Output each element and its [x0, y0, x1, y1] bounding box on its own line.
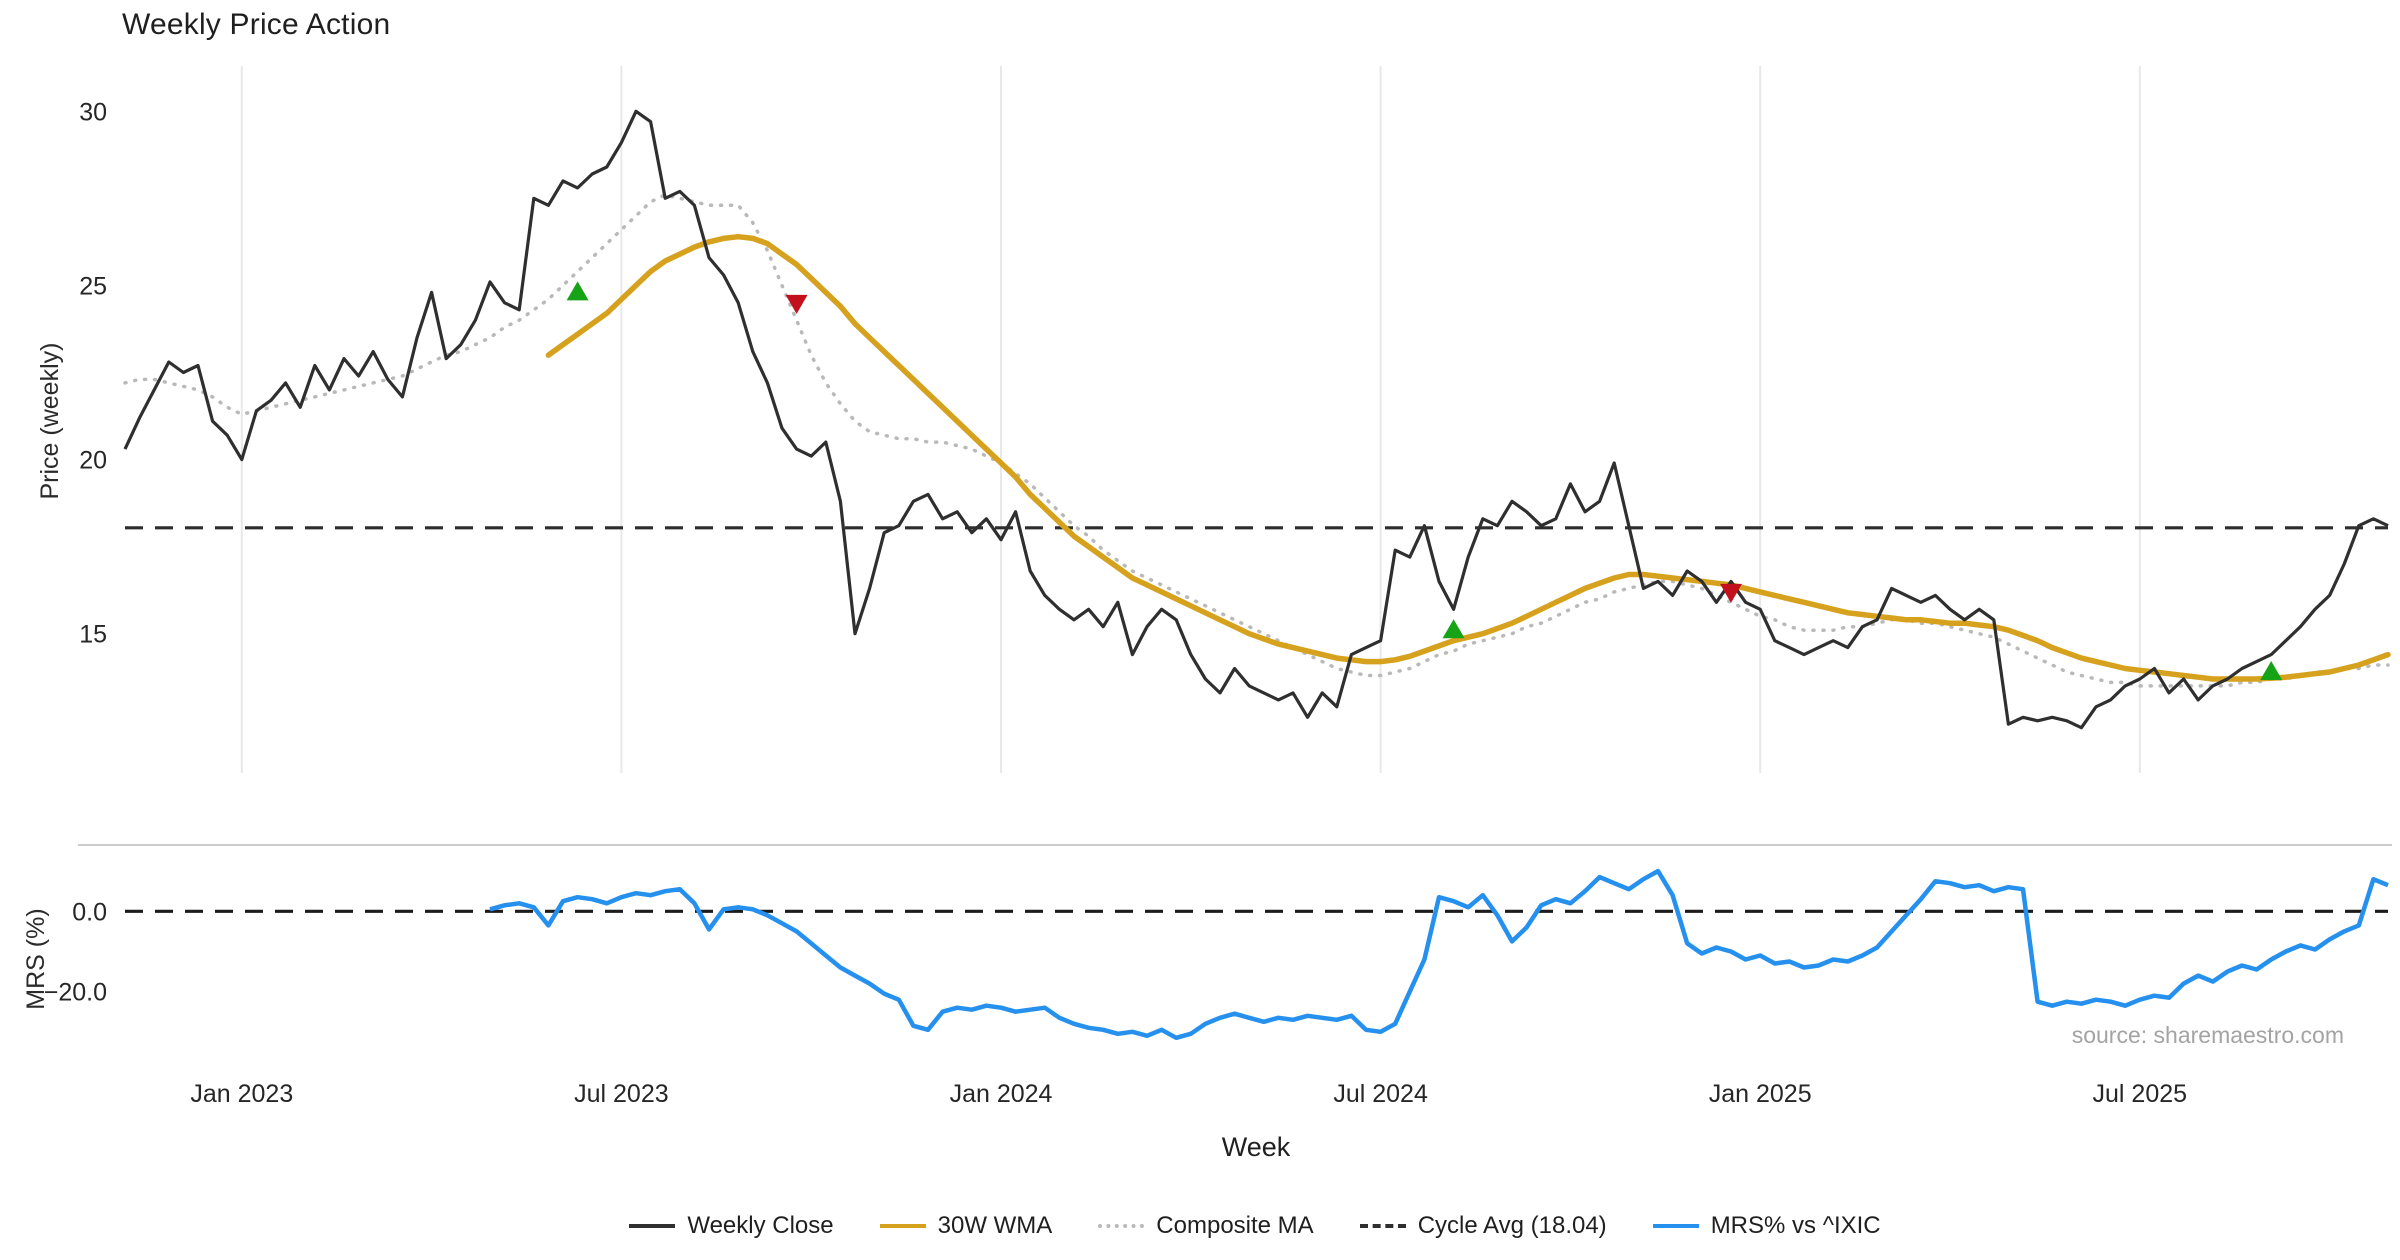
- legend-swatch-weekly-close: [629, 1224, 676, 1228]
- legend-item-weekly-close: Weekly Close: [629, 1212, 834, 1240]
- wma-line: [545, 233, 2391, 682]
- legend-swatch-composite-ma: [1098, 1224, 1145, 1228]
- price-tick-label: 25: [79, 272, 107, 300]
- buy-signal-marker: [1442, 619, 1465, 639]
- legend-label-30w-wma: 30W WMA: [937, 1212, 1053, 1239]
- sell-signal-marker: [1720, 583, 1742, 603]
- legend-swatch-cycle-avg: [1359, 1224, 1406, 1228]
- price-tick-label: 15: [79, 621, 107, 649]
- buy-signal-marker: [2260, 661, 2283, 680]
- x-tick-label: Jan 2025: [1709, 1080, 1812, 1108]
- mrs-axis-label: MRS (%): [22, 908, 50, 1010]
- buy-signal-marker: [566, 281, 589, 301]
- legend-swatch-mrs: [1652, 1224, 1699, 1228]
- x-tick-label: Jul 2025: [2093, 1080, 2188, 1108]
- x-tick-label: Jan 2023: [190, 1080, 293, 1108]
- legend-item-composite-ma: Composite MA: [1098, 1212, 1314, 1240]
- legend-label-composite-ma: Composite MA: [1156, 1212, 1314, 1239]
- mrs-tick-label: −20.0: [44, 979, 107, 1007]
- legend-item-30w-wma: 30W WMA: [879, 1212, 1053, 1240]
- chart-title: Weekly Price Action: [122, 8, 391, 41]
- price-tick-label: 20: [79, 447, 107, 475]
- source-watermark: source: sharemaestro.com: [2071, 1022, 2344, 1048]
- legend-swatch-30w-wma: [879, 1224, 926, 1228]
- legend-label-mrs: MRS% vs ^IXIC: [1710, 1212, 1881, 1239]
- mrs-line: [489, 868, 2389, 1041]
- x-axis-label: Week: [1221, 1132, 1291, 1162]
- legend-label-weekly-close: Weekly Close: [687, 1212, 834, 1239]
- x-tick-label: Jul 2023: [574, 1080, 669, 1108]
- legend-item-mrs: MRS% vs ^IXIC: [1652, 1212, 1881, 1240]
- mrs-tick-label: 0.0: [72, 898, 107, 926]
- legend: Weekly Close 30W WMA Composite MA Cycle …: [0, 1212, 2400, 1240]
- x-tick-label: Jan 2024: [950, 1080, 1053, 1108]
- legend-item-cycle-avg: Cycle Avg (18.04): [1359, 1212, 1607, 1240]
- x-tick-label: Jul 2024: [1333, 1080, 1428, 1108]
- price-axis-label: Price (weekly): [36, 342, 64, 500]
- sell-signal-marker: [785, 294, 808, 314]
- weekly-close-line: [123, 109, 2389, 730]
- composite-ma-line: [123, 193, 2390, 688]
- price-tick-label: 30: [79, 98, 107, 126]
- legend-label-cycle-avg: Cycle Avg (18.04): [1417, 1212, 1607, 1239]
